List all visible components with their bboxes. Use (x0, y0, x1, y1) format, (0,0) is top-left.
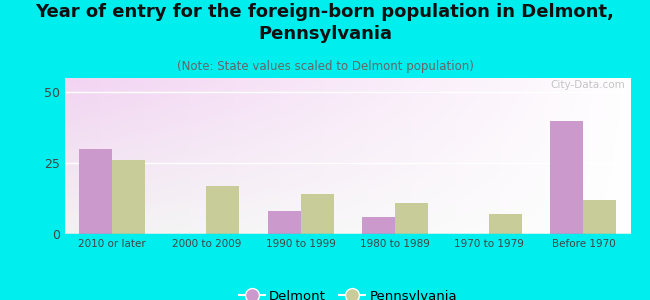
Bar (362, 217, 395, 234)
Legend: Delmont, Pennsylvania: Delmont, Pennsylvania (233, 284, 462, 300)
Text: City-Data.com: City-Data.com (550, 80, 625, 90)
Bar (112, 160, 145, 234)
Bar (489, 214, 522, 234)
Text: Year of entry for the foreign-born population in Delmont,
Pennsylvania: Year of entry for the foreign-born popul… (36, 3, 614, 43)
Bar (395, 203, 428, 234)
Bar (268, 211, 300, 234)
Bar (300, 194, 333, 234)
Text: (Note: State values scaled to Delmont population): (Note: State values scaled to Delmont po… (177, 60, 473, 73)
Bar (207, 186, 239, 234)
Bar (584, 200, 616, 234)
Bar (79, 149, 112, 234)
Bar (551, 121, 584, 234)
